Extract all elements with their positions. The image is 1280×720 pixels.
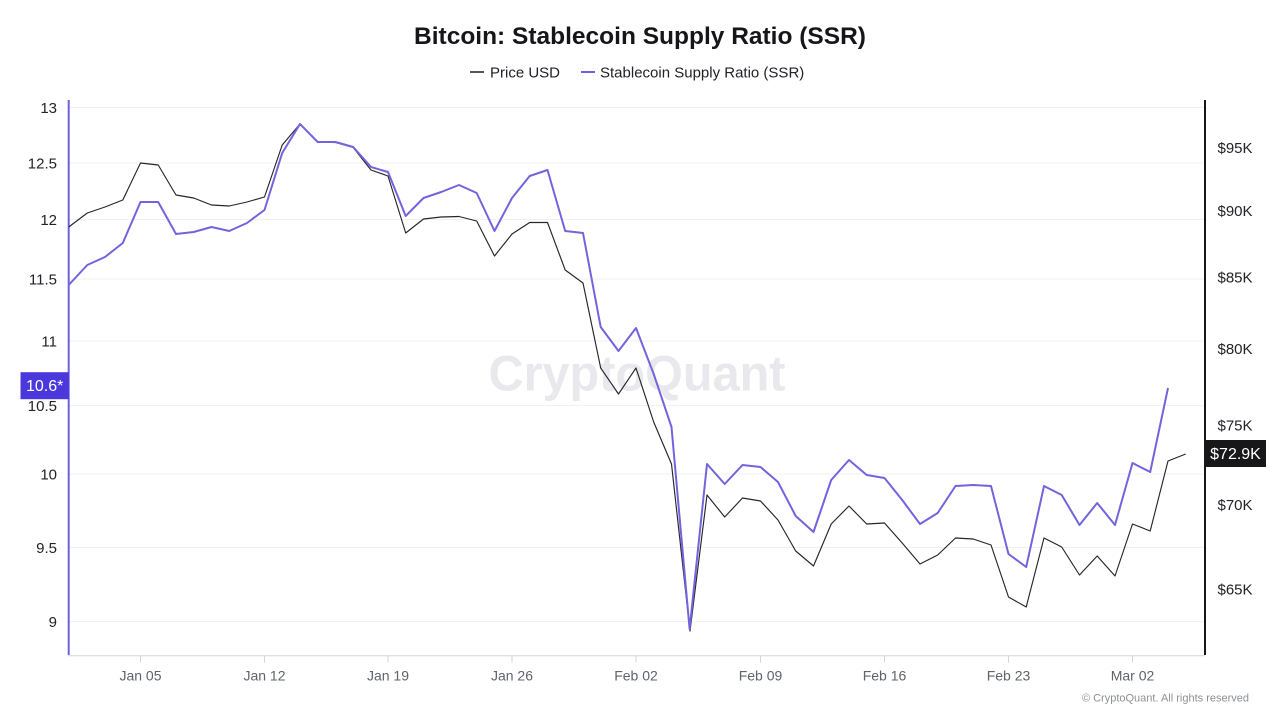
svg-text:11.5: 11.5 (29, 271, 57, 288)
svg-text:Stablecoin Supply Ratio (SSR): Stablecoin Supply Ratio (SSR) (600, 64, 804, 81)
svg-text:12: 12 (40, 212, 57, 229)
svg-text:© CryptoQuant. All rights rese: © CryptoQuant. All rights reserved (1082, 693, 1249, 705)
svg-text:10.5: 10.5 (28, 398, 57, 415)
svg-text:Feb 09: Feb 09 (739, 668, 783, 684)
svg-text:12.5: 12.5 (28, 155, 57, 172)
svg-text:CryptoQuant: CryptoQuant (489, 346, 786, 402)
svg-text:Jan 05: Jan 05 (119, 668, 161, 684)
svg-text:10: 10 (40, 466, 57, 483)
svg-text:$72.9K: $72.9K (1210, 446, 1261, 463)
svg-text:13: 13 (40, 100, 57, 117)
svg-text:10.6*: 10.6* (26, 378, 63, 395)
svg-text:$80K: $80K (1218, 341, 1253, 358)
svg-text:$85K: $85K (1218, 269, 1253, 286)
svg-text:9: 9 (49, 614, 57, 631)
svg-text:Feb 02: Feb 02 (614, 668, 658, 684)
svg-text:Price USD: Price USD (490, 64, 560, 81)
svg-text:$65K: $65K (1218, 582, 1253, 599)
svg-text:$70K: $70K (1218, 497, 1253, 514)
svg-text:Feb 16: Feb 16 (863, 668, 907, 684)
svg-text:Mar 02: Mar 02 (1111, 668, 1155, 684)
svg-text:Jan 19: Jan 19 (367, 668, 409, 684)
svg-text:11: 11 (41, 333, 57, 350)
svg-text:Bitcoin: Stablecoin Supply Rat: Bitcoin: Stablecoin Supply Ratio (SSR) (414, 23, 866, 50)
svg-text:$95K: $95K (1218, 140, 1253, 157)
svg-text:$75K: $75K (1218, 417, 1253, 434)
svg-text:Jan 12: Jan 12 (243, 668, 285, 684)
svg-text:Feb 23: Feb 23 (987, 668, 1031, 684)
svg-text:9.5: 9.5 (36, 540, 57, 557)
svg-text:$90K: $90K (1218, 203, 1253, 220)
svg-text:Jan 26: Jan 26 (491, 668, 533, 684)
